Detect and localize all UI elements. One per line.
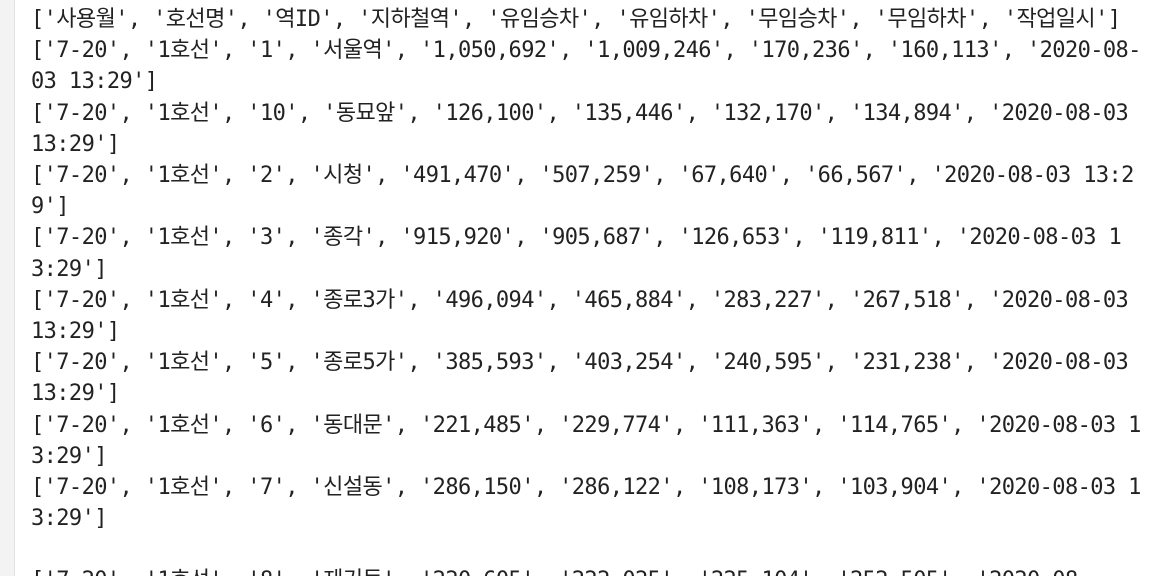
- output-line-row: ['7-20', '1호선', '2', '시청', '491,470', '5…: [31, 163, 1134, 220]
- output-line-row: ['7-20', '1호선', '7', '신설동', '286,150', '…: [31, 475, 1141, 532]
- output-line-row: ['7-20', '1호선', '6', '동대문', '221,485', '…: [31, 412, 1141, 469]
- output-line-row: ['7-20', '1호선', '5', '종로5가', '385,593', …: [31, 350, 1141, 407]
- output-line-row: ['7-20', '1호선', '3', '종각', '915,920', '9…: [31, 225, 1122, 282]
- cell-gutter: [0, 0, 15, 576]
- output-line-header: ['사용월', '호선명', '역ID', '지하철역', '유임승차', '유…: [31, 7, 1121, 32]
- output-line-row: ['7-20', '1호선', '1', '서울역', '1,050,692',…: [31, 38, 1141, 95]
- output-line-partial: ['7-20', '1호선', '8', '제기동', '220,605', '…: [31, 565, 1143, 576]
- cell-output-text: ['사용월', '호선명', '역ID', '지하철역', '유임승차', '유…: [31, 4, 1143, 534]
- output-line-row: ['7-20', '1호선', '10', '동묘앞', '126,100', …: [31, 100, 1141, 157]
- output-line-row: ['7-20', '1호선', '4', '종로3가', '496,094', …: [31, 287, 1141, 345]
